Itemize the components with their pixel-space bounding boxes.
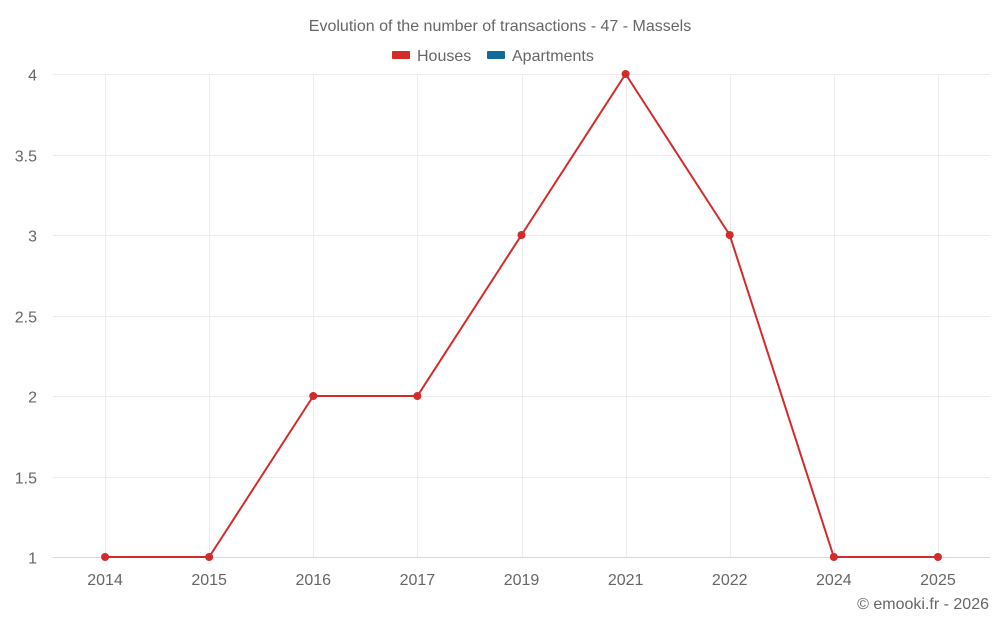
legend-item-houses[interactable]: Houses [392, 48, 471, 65]
y-tick-label: 2.5 [15, 310, 37, 327]
x-tick-label: 2016 [295, 572, 331, 589]
data-point-houses-2014[interactable] [101, 553, 110, 561]
legend: Houses Apartments [392, 48, 594, 65]
legend-label-houses: Houses [417, 48, 471, 65]
x-tick-label: 2021 [608, 572, 644, 589]
y-tick-label: 1.5 [15, 471, 37, 488]
credit-text: © emooki.fr - 2026 [857, 596, 989, 613]
y-tick-label: 3 [28, 229, 37, 246]
data-point-houses-2024[interactable] [829, 553, 838, 561]
x-tick-label: 2022 [712, 572, 748, 589]
legend-swatch-apartments [487, 51, 505, 59]
x-tick-label: 2017 [400, 572, 436, 589]
x-gridlines [105, 74, 939, 557]
y-tick-label: 3.5 [15, 149, 37, 166]
legend-item-apartments[interactable]: Apartments [487, 48, 594, 65]
data-point-houses-2021[interactable] [621, 70, 630, 78]
x-tick-label: 2015 [191, 572, 227, 589]
y-gridlines [53, 74, 990, 558]
x-tick-label: 2024 [816, 572, 852, 589]
series-houses [101, 70, 942, 561]
x-axis-tick-labels: 2014 2015 2016 2017 2019 2021 2022 2024 2025 [87, 572, 956, 589]
data-point-houses-2025[interactable] [933, 553, 942, 561]
y-tick-label: 1 [28, 551, 37, 568]
data-point-houses-2019[interactable] [517, 231, 526, 239]
y-tick-label: 2 [28, 390, 37, 407]
series-line-houses [105, 73, 938, 558]
chart-title: Evolution of the number of transactions … [309, 18, 691, 35]
legend-swatch-houses [392, 51, 410, 59]
x-tick-label: 2019 [504, 572, 540, 589]
legend-label-apartments: Apartments [512, 48, 594, 65]
data-point-houses-2015[interactable] [205, 553, 214, 561]
y-axis-tick-labels: 1 1.5 2 2.5 3 3.5 4 [15, 68, 37, 568]
x-tick-label: 2014 [87, 572, 123, 589]
x-tick-label: 2025 [920, 572, 956, 589]
data-point-houses-2017[interactable] [413, 392, 422, 400]
data-point-houses-2022[interactable] [725, 231, 734, 239]
y-tick-label: 4 [28, 68, 37, 85]
data-point-houses-2016[interactable] [309, 392, 318, 400]
